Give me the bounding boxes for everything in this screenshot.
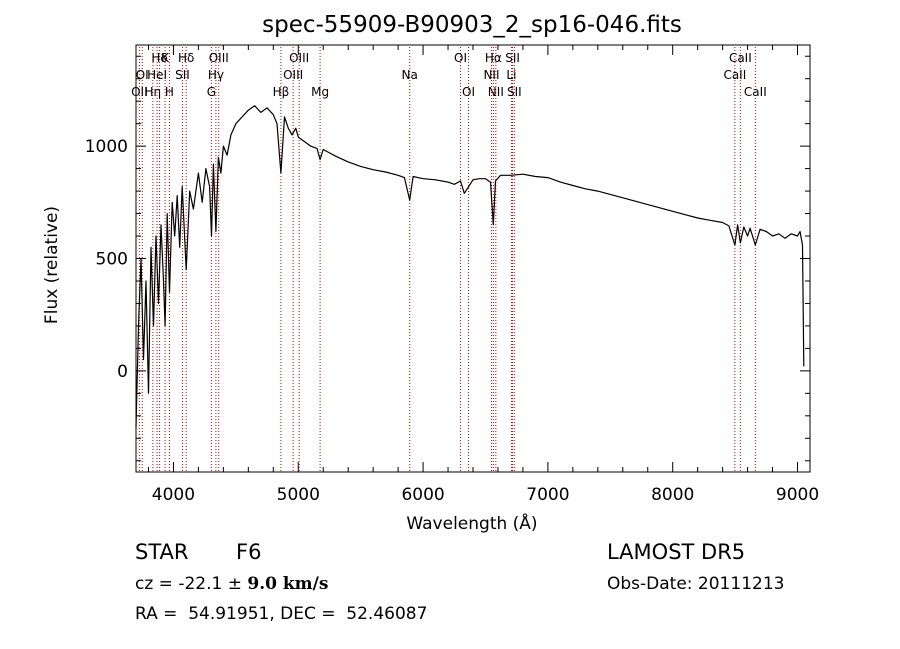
- observation-date: Obs-Date: 20111213: [607, 574, 785, 594]
- spectral-line-label: OI: [462, 85, 475, 99]
- spectral-line-label: OIII: [209, 51, 229, 65]
- y-tick-label: 1000: [85, 137, 128, 157]
- spectral-line-label: Na: [402, 68, 418, 82]
- chart-title: spec-55909-B90903_2_sp16-046.fits: [262, 12, 682, 38]
- spectral-line-label: HeI: [147, 68, 167, 82]
- redshift-error: 9.0 km/s: [247, 574, 329, 594]
- x-axis-label: Wavelength (Å): [406, 512, 537, 534]
- spectrum-series: [135, 105, 805, 428]
- spectral-line-label: OI: [136, 68, 149, 82]
- x-tick-label: 4000: [152, 485, 195, 505]
- x-tick-label: 6000: [401, 485, 444, 505]
- x-tick-label: 5000: [277, 485, 320, 505]
- spectral-line-label: Hδ: [178, 51, 194, 65]
- spectrum-line: [135, 105, 805, 428]
- spectral-line-label: SII: [507, 85, 522, 99]
- coordinates: RA = 54.91951, DEC = 52.46087: [135, 604, 428, 624]
- spectral-line-label: CaII: [723, 68, 746, 82]
- spectral-line-labels: OIIOIHηHeIHδKHSIIHδGHγOIIIHβOIIIOIIIMgNa…: [131, 51, 767, 99]
- y-tick-label: 0: [117, 362, 128, 382]
- y-tick-label: 500: [96, 250, 128, 270]
- spectral-line-label: NII: [483, 68, 499, 82]
- spectral-line-label: SII: [505, 51, 520, 65]
- spectral-line-label: OIII: [289, 51, 309, 65]
- spectral-line-label: CaII: [729, 51, 752, 65]
- object-class: STAR: [135, 540, 189, 564]
- spectral-line-label: Hγ: [208, 68, 224, 82]
- spectral-line-label: OII: [131, 85, 148, 99]
- spectral-line-label: Li: [506, 68, 516, 82]
- spectral-line-label: H: [165, 85, 174, 99]
- spectral-line-label: G: [207, 85, 216, 99]
- redshift-line: cz = -22.1 ± 9.0 km/s: [135, 574, 328, 594]
- x-tick-label: 7000: [526, 485, 569, 505]
- spectral-line-label: Hβ: [273, 85, 290, 99]
- y-axis-label: Flux (relative): [42, 206, 62, 324]
- x-tick-label: 8000: [651, 485, 694, 505]
- spectral-line-label: CaII: [744, 85, 767, 99]
- spectral-line-label: K: [161, 51, 170, 65]
- axes: 4000 5000 6000 7000 8000 9000 0 500 1000: [85, 44, 819, 505]
- spectral-line-label: Hα: [485, 51, 502, 65]
- spectral-line-label: OIII: [283, 68, 303, 82]
- plot-frame: [135, 44, 811, 473]
- spectral-subclass: F6: [236, 540, 262, 564]
- spectral-line-label: Mg: [311, 85, 329, 99]
- x-tick-label: 9000: [776, 485, 819, 505]
- spectral-line-markers: [138, 47, 756, 472]
- survey-name: LAMOST DR5: [607, 540, 746, 564]
- spectral-line-label: OI: [454, 51, 467, 65]
- redshift-value: cz = -22.1 ±: [135, 574, 248, 594]
- spectral-line-label: Hη: [145, 85, 162, 99]
- spectral-line-label: SII: [175, 68, 190, 82]
- spectral-line-label: NII: [488, 85, 504, 99]
- spectral-line-label: Hδ: [151, 51, 167, 65]
